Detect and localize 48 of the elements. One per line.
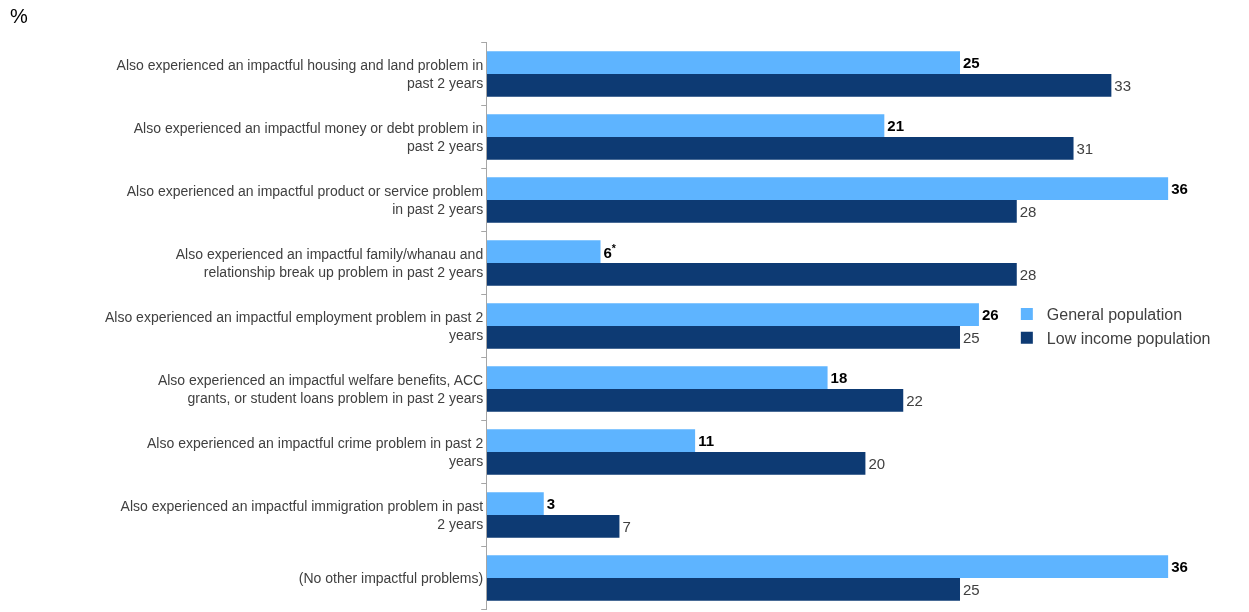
bar	[487, 200, 1017, 223]
legend-label: General population	[1046, 306, 1183, 324]
data-label: 7	[622, 517, 631, 535]
bar	[487, 515, 620, 538]
bar	[487, 326, 961, 349]
y-tick-label: Also experienced an impactful money or debt problem in past 2 years	[133, 119, 484, 154]
data-label: 18	[830, 369, 848, 387]
bar	[487, 51, 961, 74]
data-label: 33	[1114, 76, 1132, 94]
data-label: 28	[1019, 265, 1037, 283]
bar	[487, 74, 1112, 97]
y-tick-label: Also experienced an impactful housing and land problem in past 2 years	[116, 56, 484, 91]
y-tick-label: Also experienced an impactful product or service problem in past 2 years	[126, 182, 484, 217]
data-label: 6$^{*}$	[603, 242, 617, 262]
bar	[487, 240, 601, 263]
data-label: 36	[1171, 180, 1188, 198]
data-label: 26	[981, 306, 999, 324]
data-label: 28	[1019, 202, 1037, 220]
bar	[487, 555, 1169, 578]
bar	[487, 137, 1074, 160]
legend-label: Low income population	[1046, 329, 1211, 347]
y-tick-label: Also experienced an impactful family/whanau and relationship break up problem in past 2 years	[175, 245, 484, 280]
bar	[487, 452, 866, 475]
bar	[487, 114, 885, 137]
y-tick-label: Also experienced an impactful immigration problem in past 2 years	[120, 497, 484, 532]
data-label: 31	[1076, 139, 1094, 157]
data-label: 3	[546, 495, 556, 513]
bar	[487, 263, 1017, 286]
bar	[487, 492, 544, 515]
data-label: 21	[887, 117, 905, 135]
data-label: 25	[963, 328, 980, 346]
bar	[487, 429, 696, 452]
bar	[487, 177, 1169, 200]
bar	[487, 303, 979, 326]
text: %	[9, 5, 28, 28]
y-tick-label: (No other impactful problems)	[298, 569, 484, 586]
bar	[487, 366, 828, 389]
y-tick-label: Also experienced an impactful welfare benefits, ACC grants, or student loans problem in past 2 years	[157, 371, 484, 406]
data-label: 22	[906, 391, 923, 409]
y-tick-label: Also experienced an impactful crime problem in past 2 years	[147, 434, 484, 469]
data-label: 11	[698, 432, 714, 450]
data-label: 20	[868, 454, 886, 472]
bar	[487, 389, 904, 412]
bar	[487, 578, 961, 601]
y-tick-label: Also experienced an impactful employment problem in past 2 years	[105, 308, 484, 343]
data-label: 36	[1171, 558, 1188, 576]
data-label: 25	[963, 54, 980, 72]
data-label: 25	[963, 580, 980, 598]
